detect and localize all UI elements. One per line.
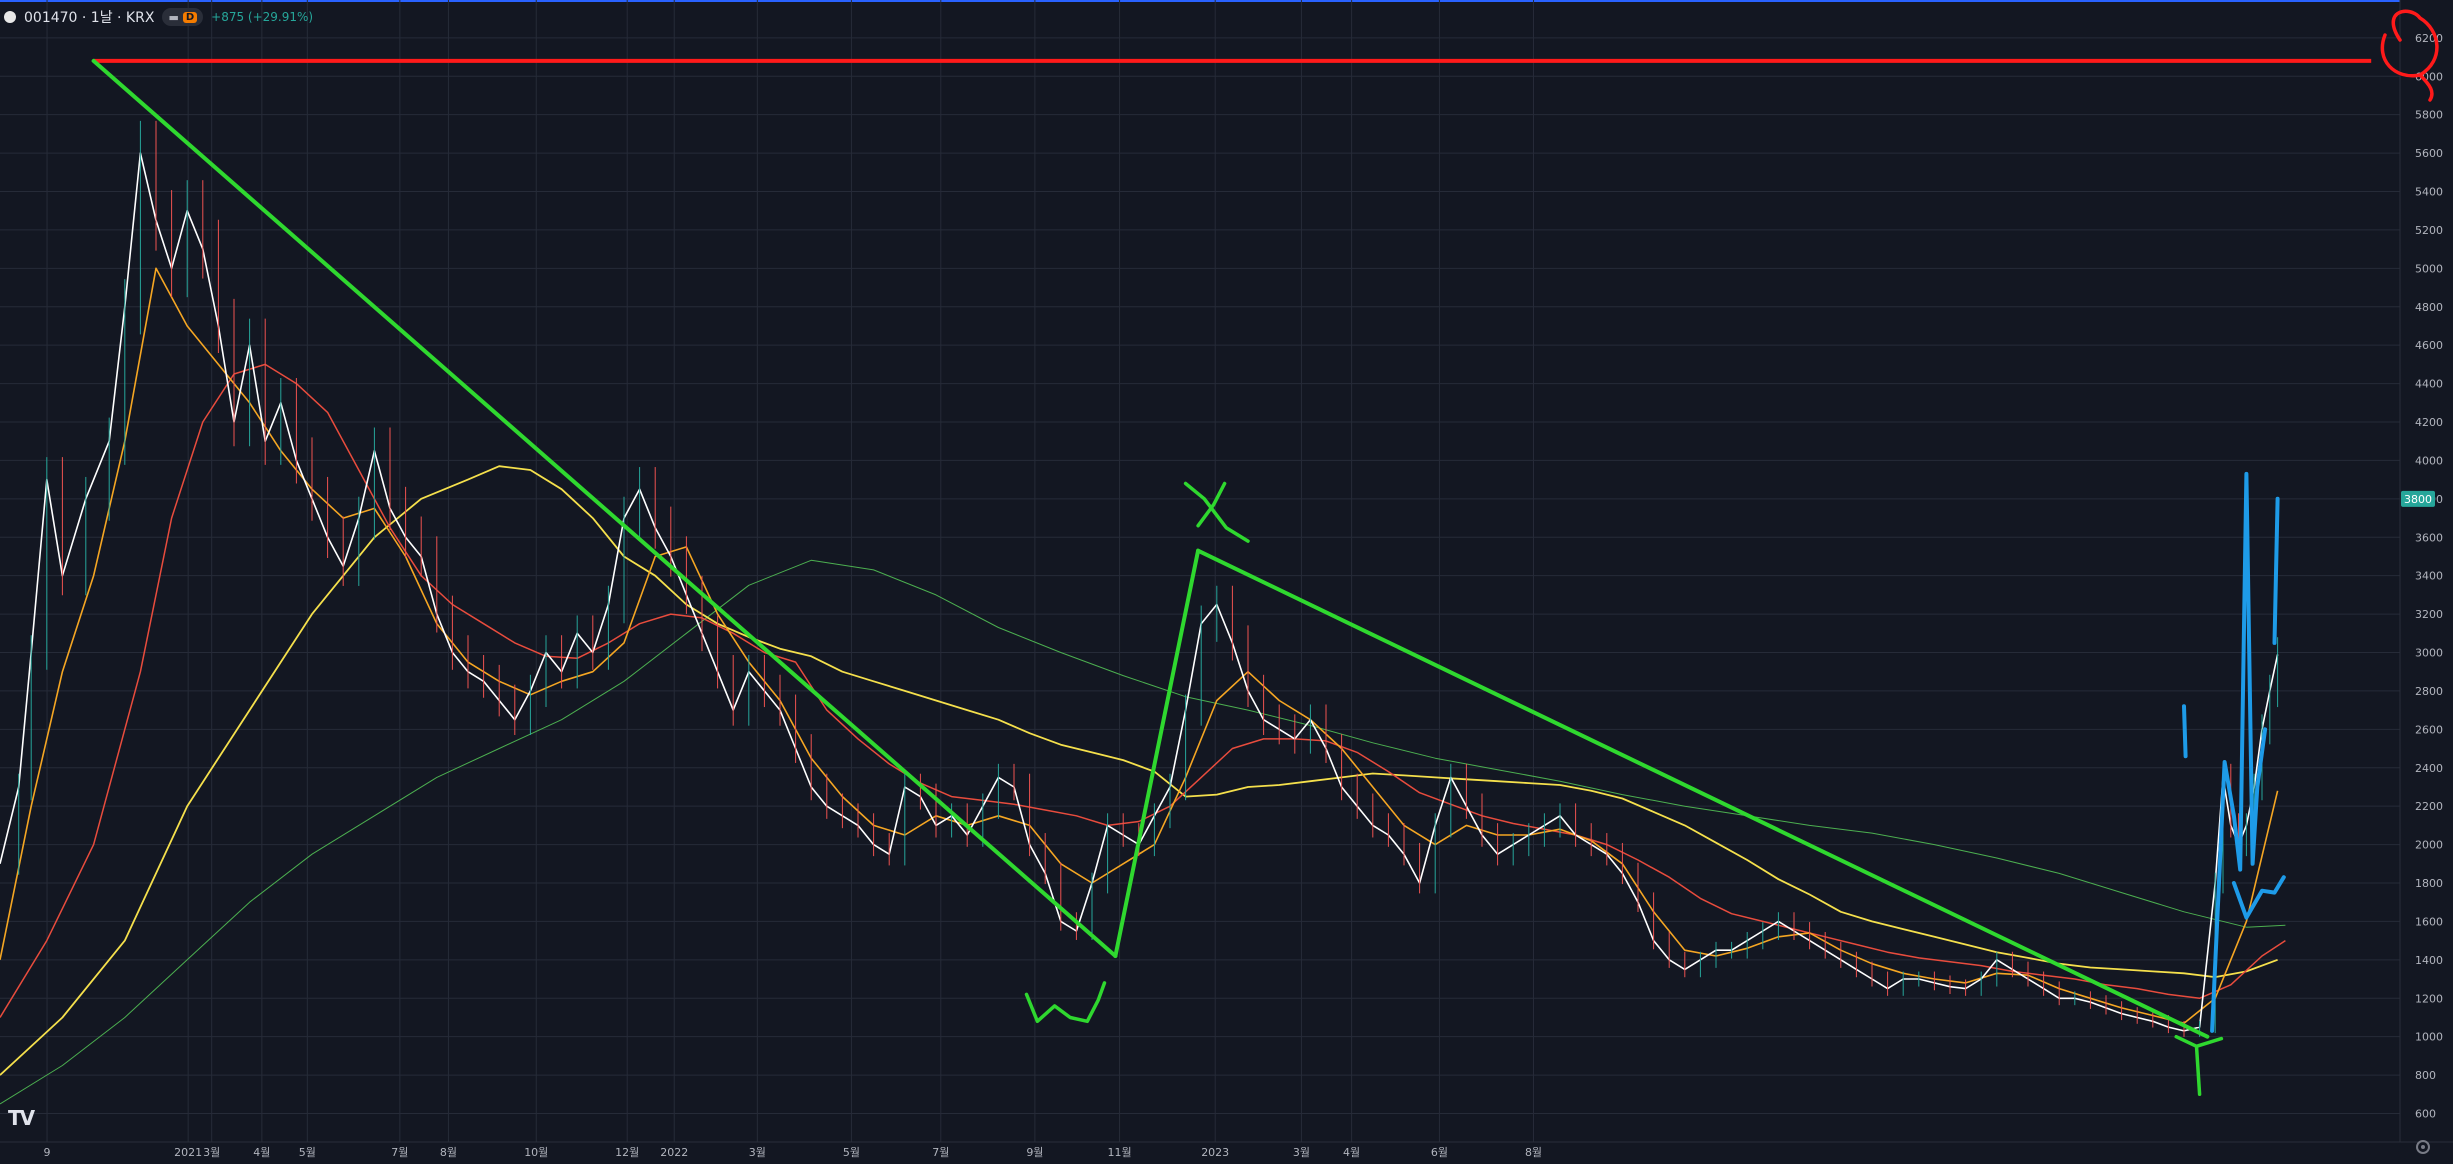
y-tick-label: 2200	[2415, 800, 2443, 813]
x-tick-label: 3월	[749, 1146, 766, 1159]
chart-grid	[0, 0, 2400, 1142]
x-tick-label: 3월	[1293, 1146, 1310, 1159]
tradingview-logo[interactable]: TV	[8, 1106, 35, 1130]
y-tick-label: 3400	[2415, 570, 2443, 583]
price-axis-bg	[2400, 0, 2453, 1164]
window-top-border	[0, 0, 2453, 2]
last-price-badge	[2401, 490, 2435, 507]
y-tick-label: 600	[2415, 1108, 2436, 1121]
drawing-red-circle[interactable]	[2380, 9, 2439, 102]
x-tick-label: 7월	[932, 1146, 949, 1159]
series-line-ma-green	[0, 559, 2286, 1105]
x-tick-label: 11월	[1107, 1146, 1131, 1159]
y-tick-label: 4400	[2415, 378, 2443, 391]
y-tick-label: 2000	[2415, 839, 2443, 852]
x-tick-label: 2021	[174, 1146, 202, 1159]
y-tick-label: 1200	[2415, 992, 2443, 1005]
y-tick-label: 5400	[2415, 186, 2443, 199]
drawing-green-trendline[interactable]	[1113, 548, 1201, 958]
y-tick-label: 4600	[2415, 339, 2443, 352]
x-tick-label: 10월	[524, 1146, 548, 1159]
last-price-label: 3800	[2404, 493, 2432, 506]
x-tick-label: 8월	[1525, 1146, 1542, 1159]
drawing-green-trendline[interactable]	[91, 58, 1118, 958]
y-tick-label: 1800	[2415, 877, 2443, 890]
y-tick-label: 6200	[2415, 32, 2443, 45]
y-tick-label: 4200	[2415, 416, 2443, 429]
x-tick-label: 4월	[1343, 1146, 1360, 1159]
x-tick-label: 2023	[1201, 1146, 1229, 1159]
x-tick-label: 9	[44, 1146, 51, 1159]
drawing-blue-stroke[interactable]	[2182, 704, 2188, 759]
series-line-price	[0, 152, 2279, 1032]
x-tick-label: 12월	[615, 1146, 639, 1159]
symbol-dot-icon	[4, 11, 16, 23]
drawing-green-scribble[interactable]	[1196, 481, 1227, 528]
drawing-green-scribble[interactable]	[2194, 1044, 2202, 1097]
x-tick-label: 6월	[1431, 1146, 1448, 1159]
drawing-green-trendline[interactable]	[1196, 548, 2210, 1039]
interval-d: D	[182, 11, 198, 23]
y-tick-label: 3200	[2415, 608, 2443, 621]
x-tick-label: 2022	[660, 1146, 688, 1159]
y-tick-label: 1600	[2415, 915, 2443, 928]
series-layer	[0, 120, 2286, 1105]
gear-icon[interactable]	[2416, 1140, 2430, 1154]
x-tick-label: 9월	[1026, 1146, 1043, 1159]
y-tick-label: 3000	[2415, 647, 2443, 660]
y-tick-label: 800	[2415, 1069, 2436, 1082]
y-tick-label: 2400	[2415, 762, 2443, 775]
y-tick-label: 2600	[2415, 723, 2443, 736]
y-tick-label: 5000	[2415, 262, 2443, 275]
x-tick-label: 5월	[843, 1146, 860, 1159]
chart-header: 001470 · 1날 · KRX ▬ D +875 (+29.91%)	[4, 6, 313, 28]
x-tick-label: 4월	[253, 1146, 270, 1159]
x-tick-label: 7월	[391, 1146, 408, 1159]
drawing-blue-stroke[interactable]	[2231, 875, 2286, 920]
drawing-layer	[91, 58, 2286, 1097]
symbol-title[interactable]: 001470 · 1날 · KRX	[24, 10, 155, 26]
series-line-ma-orange	[0, 267, 2279, 1024]
series-line-ma-yellow	[0, 465, 2278, 1076]
drawing-green-scribble[interactable]	[2174, 1034, 2224, 1049]
y-tick-label: 2800	[2415, 685, 2443, 698]
minus-icon: ▬	[168, 10, 179, 24]
x-tick-label: 5월	[299, 1146, 316, 1159]
interval-badge[interactable]: ▬ D	[162, 8, 204, 26]
y-tick-label: 1400	[2415, 954, 2443, 967]
y-tick-label: 3600	[2415, 531, 2443, 544]
y-tick-label: 1000	[2415, 1031, 2443, 1044]
time-axis: 9 2021 3월 4월 5월 7월 8월 10월 12월 2022 3월 5월 7월 9월 11월 2023…	[0, 1141, 2453, 1159]
y-tick-label: 5600	[2415, 147, 2443, 160]
drawing-blue-stroke[interactable]	[2272, 496, 2280, 645]
y-tick-label: 5800	[2415, 109, 2443, 122]
x-tick-label: 3월	[203, 1146, 220, 1159]
drawing-green-scribble[interactable]	[1183, 481, 1250, 543]
drawing-blue-stroke[interactable]	[2210, 471, 2268, 1033]
y-tick-label: 5200	[2415, 224, 2443, 237]
price-change: +875 (+29.91%)	[211, 10, 314, 24]
x-tick-label: 8월	[440, 1146, 457, 1159]
y-tick-label: 4000	[2415, 454, 2443, 467]
y-tick-label: 4800	[2415, 301, 2443, 314]
drawing-green-scribble[interactable]	[1024, 981, 1107, 1024]
price-axis: 600 800 1000 1200 1400 1600 1800 2000 2200 2400 26…	[2380, 0, 2453, 1164]
